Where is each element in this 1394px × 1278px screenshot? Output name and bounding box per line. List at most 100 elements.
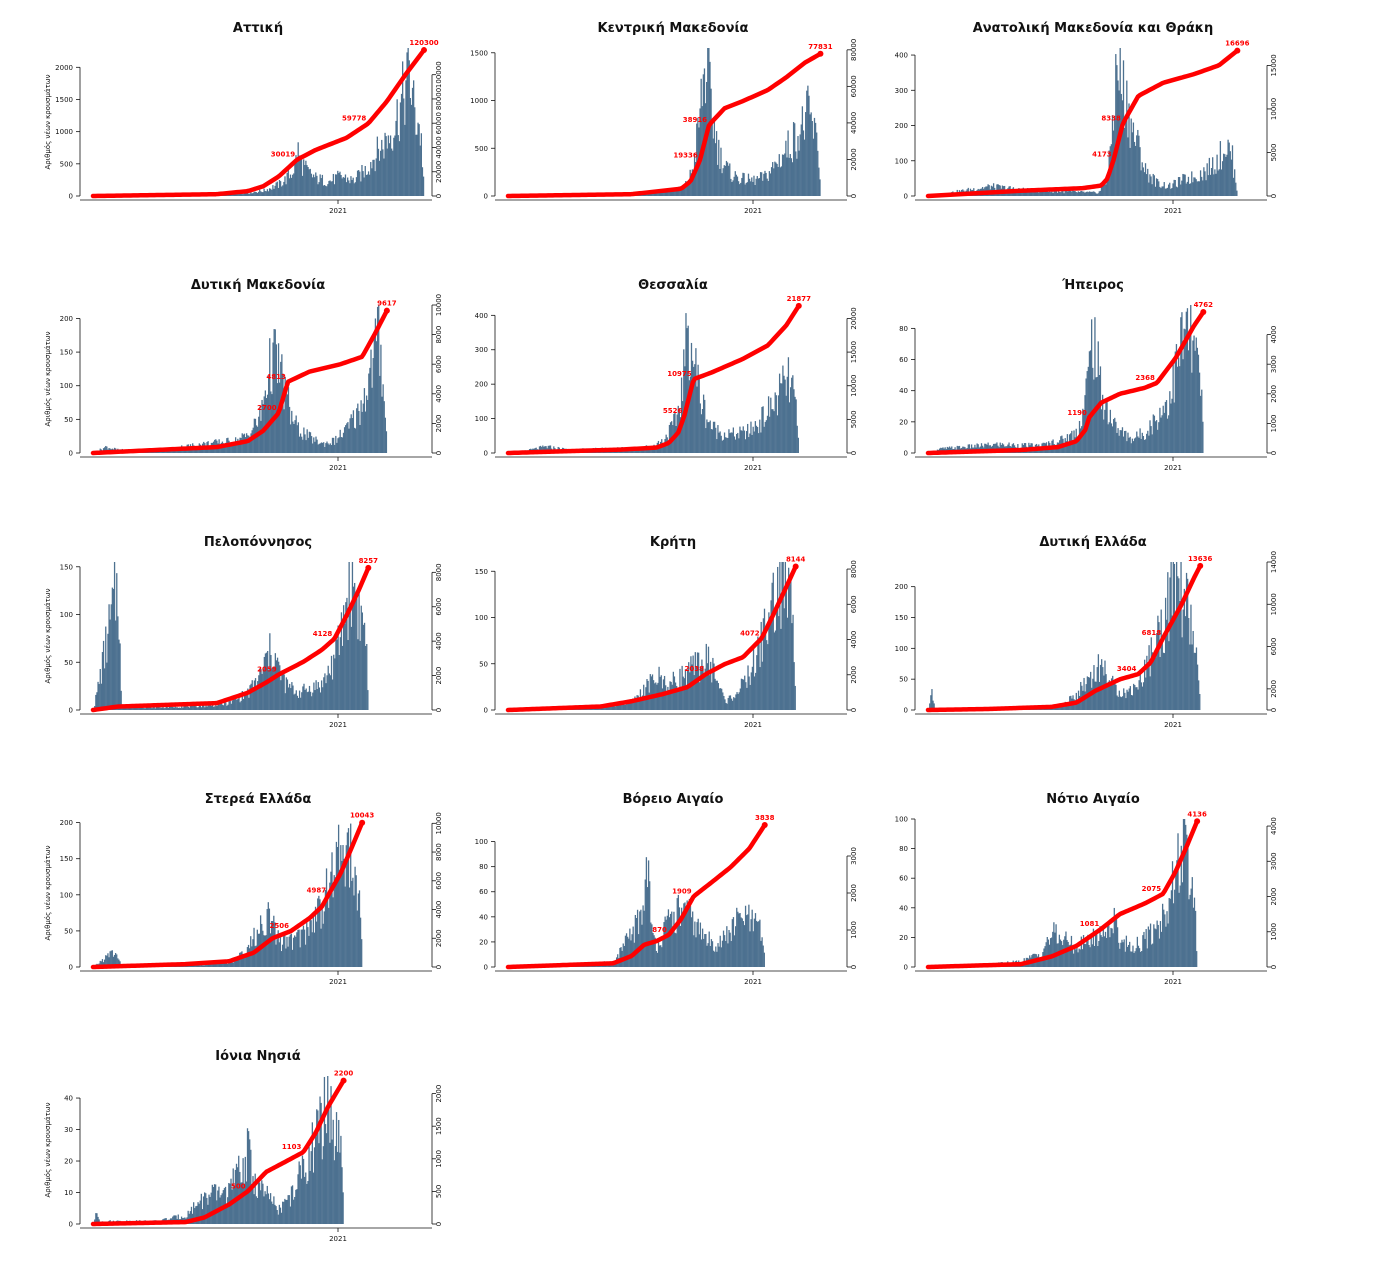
- bars: [931, 305, 1203, 453]
- daily-bar: [819, 179, 820, 196]
- chart-svg: Κρήτη20384072814405010015002000400060008…: [415, 514, 875, 764]
- left-tick-label: 100: [895, 645, 908, 653]
- left-tick-label: 1000: [55, 128, 73, 136]
- cumulative-annotation: 19336: [673, 152, 697, 160]
- daily-bar: [1148, 183, 1149, 196]
- left-tick-label: 20: [64, 1158, 73, 1166]
- left-tick-label: 40: [899, 387, 908, 395]
- daily-bar: [331, 445, 332, 453]
- daily-bar: [1185, 616, 1186, 710]
- y-axis-label: Αριθμός νέων κρουσμάτων: [44, 845, 52, 940]
- daily-bar: [1137, 690, 1138, 710]
- daily-bar: [367, 690, 368, 710]
- daily-bar: [768, 396, 769, 453]
- cumulative-end-point: [762, 822, 768, 828]
- right-tick-label: 2000: [435, 1085, 443, 1103]
- chart-title: Ήπειρος: [1061, 278, 1124, 293]
- right-tick-label: 4000: [1270, 326, 1278, 344]
- daily-bar: [298, 422, 299, 453]
- daily-bar: [1196, 951, 1197, 967]
- bars: [511, 48, 820, 196]
- left-tick-label: 60: [479, 888, 488, 896]
- daily-bar: [1139, 428, 1140, 453]
- left-tick-label: 1000: [470, 97, 488, 105]
- left-tick-label: 0: [484, 964, 488, 972]
- chart-title: Αττική: [233, 21, 283, 36]
- daily-bar: [1189, 644, 1190, 710]
- right-tick-label: 1000: [1270, 923, 1278, 941]
- daily-bar: [668, 909, 669, 967]
- daily-bar: [1096, 377, 1097, 453]
- daily-bar: [1148, 436, 1149, 453]
- daily-bar: [1174, 564, 1175, 710]
- cumulative-annotation: 4762: [1194, 301, 1214, 309]
- left-tick-label: 400: [475, 312, 488, 320]
- daily-bar: [1160, 188, 1161, 196]
- left-tick-label: 150: [60, 855, 73, 863]
- left-tick-label: 40: [64, 1095, 73, 1103]
- chart-svg: Δυτική Ελλάδα340468181363605010015020002…: [835, 514, 1295, 764]
- daily-bar: [1169, 577, 1170, 710]
- x-tick-label: 2021: [744, 978, 762, 986]
- left-tick-label: 100: [60, 382, 73, 390]
- daily-bar: [1084, 193, 1085, 196]
- daily-bar: [1116, 696, 1117, 710]
- left-tick-label: 150: [60, 563, 73, 571]
- daily-bar: [724, 935, 725, 967]
- daily-bar: [718, 947, 719, 967]
- cumulative-annotation: 9617: [377, 300, 397, 308]
- daily-bar: [1101, 659, 1102, 710]
- daily-bar: [713, 951, 714, 967]
- daily-bar: [1133, 684, 1134, 710]
- daily-bar: [380, 345, 381, 453]
- daily-bar: [1123, 437, 1124, 453]
- daily-bar: [679, 907, 680, 967]
- daily-bar: [1114, 418, 1115, 453]
- daily-bar: [114, 562, 115, 710]
- daily-bar: [764, 953, 765, 967]
- cumulative-end-point: [1194, 818, 1200, 824]
- x-tick-label: 2021: [1164, 464, 1182, 472]
- daily-bar: [798, 438, 799, 453]
- daily-bar: [282, 374, 283, 453]
- daily-bar: [226, 706, 227, 710]
- daily-bar: [760, 432, 761, 453]
- x-tick-label: 2021: [329, 207, 347, 215]
- cumulative-annotation: 2059: [257, 666, 277, 674]
- cumulative-annotation: 500: [231, 1182, 246, 1190]
- daily-bar: [746, 915, 747, 967]
- daily-bar: [348, 562, 349, 710]
- y-axis-label: Αριθμός νέων κρουσμάτων: [44, 74, 52, 169]
- daily-bar: [795, 686, 796, 710]
- cumulative-end-point: [384, 308, 390, 314]
- left-tick-label: 100: [60, 611, 73, 619]
- cumulative-annotation: 59778: [342, 114, 366, 122]
- daily-bar: [1080, 682, 1081, 710]
- daily-bar: [1148, 645, 1149, 710]
- daily-bar: [741, 917, 742, 967]
- daily-bar: [1175, 352, 1176, 453]
- right-tick-label: 3000: [1270, 852, 1278, 870]
- cumulative-line: [928, 51, 1237, 196]
- cumulative-annotation: 21877: [787, 295, 811, 303]
- left-tick-label: 300: [475, 346, 488, 354]
- cumulative-annotation: 2700: [257, 404, 277, 412]
- left-tick-label: 50: [64, 659, 73, 667]
- daily-bar: [1195, 653, 1196, 710]
- left-tick-label: 0: [484, 450, 488, 458]
- daily-bar: [752, 910, 753, 967]
- right-tick-label: 2000: [1270, 385, 1278, 403]
- x-tick-label: 2021: [1164, 978, 1182, 986]
- daily-bar: [1202, 422, 1203, 453]
- daily-bar: [1211, 168, 1212, 196]
- chart-svg: Στερεά Ελλάδα250649871004305010015020002…: [0, 771, 460, 1021]
- daily-bar: [1179, 601, 1180, 710]
- x-tick-label: 2021: [329, 464, 347, 472]
- right-tick-label: 0: [1270, 451, 1278, 455]
- left-tick-label: 0: [904, 193, 908, 201]
- cumulative-annotation: 4813: [266, 373, 286, 381]
